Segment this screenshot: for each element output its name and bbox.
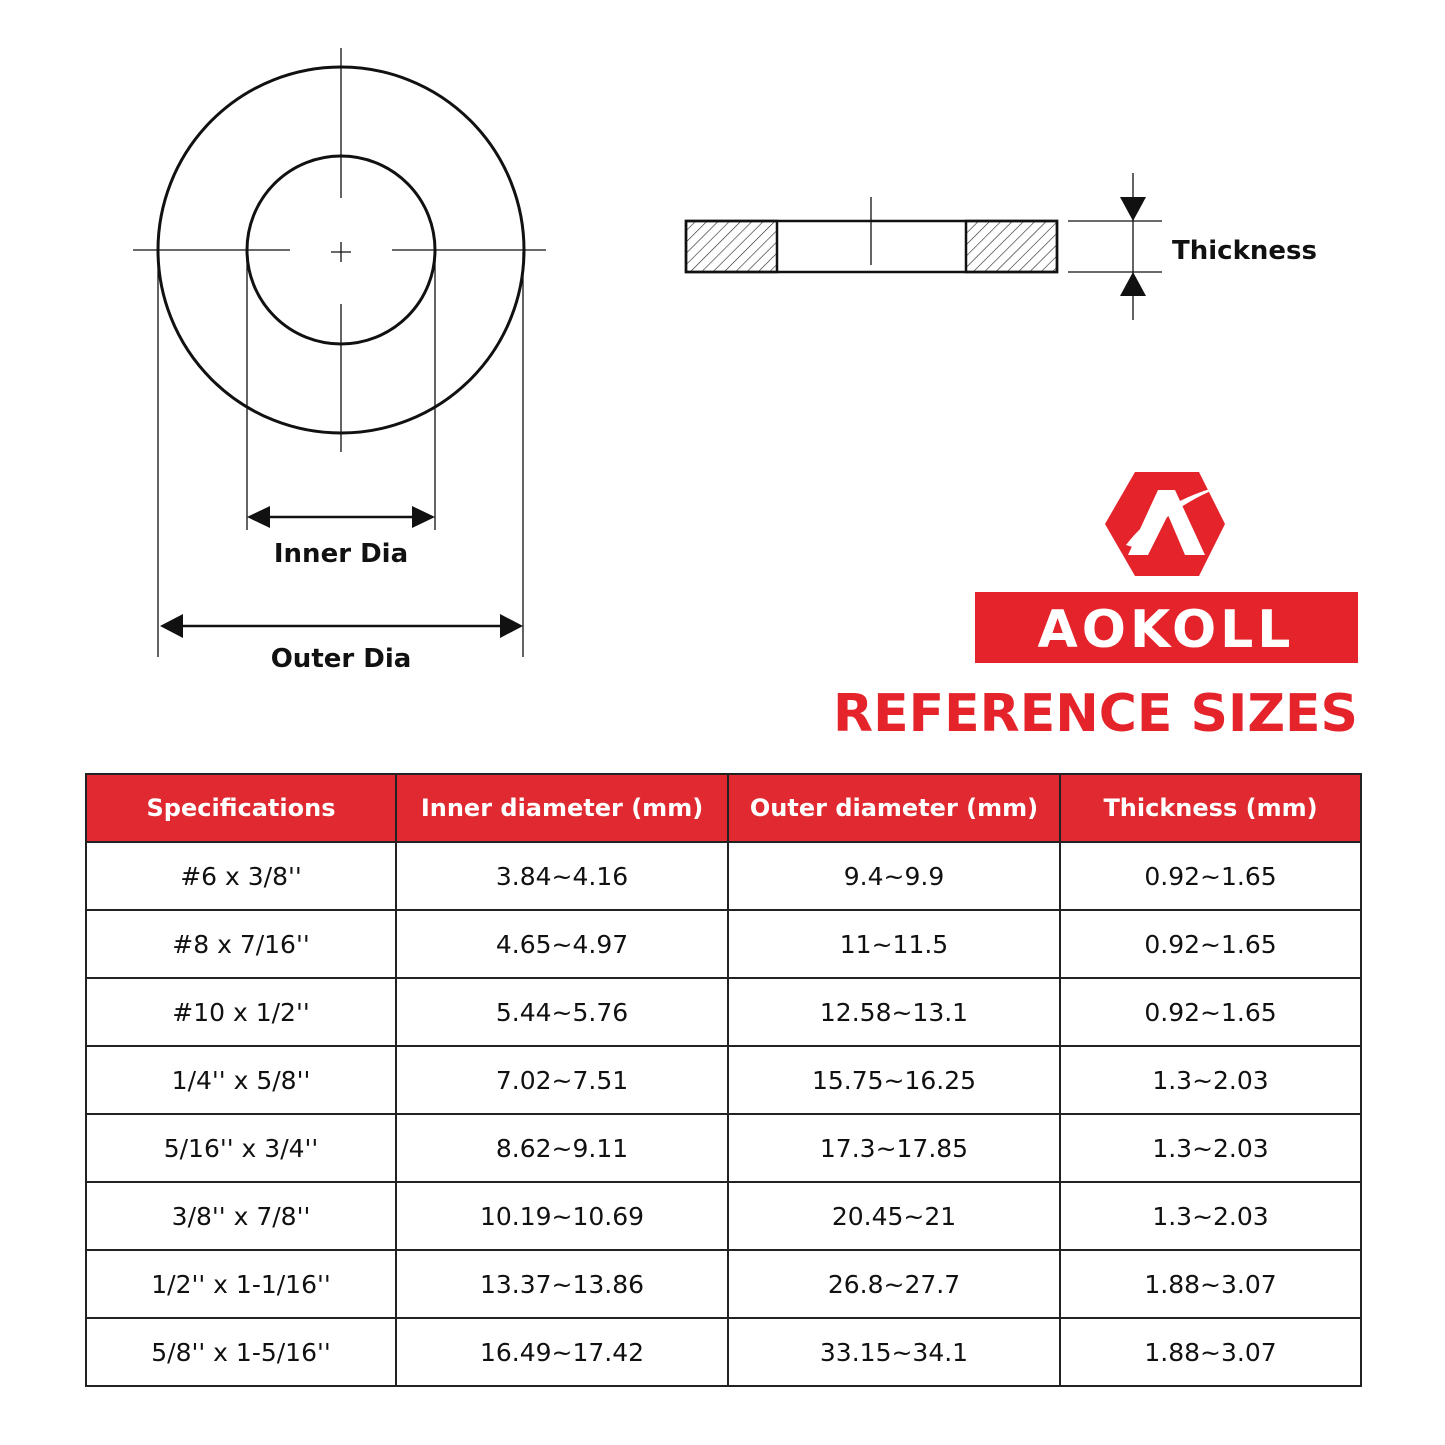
table-row: 5/8'' x 1-5/16'' 16.49~17.42 33.15~34.1 1.8… — [85, 1317, 1362, 1387]
center-lines — [133, 48, 546, 657]
inner-diameter-cell: 7.02~7.51 — [395, 1045, 729, 1115]
header-inner-diameter: Inner diameter (mm) — [395, 773, 729, 843]
inner-diameter-cell: 8.62~9.11 — [395, 1113, 729, 1183]
thickness-cell: 0.92~1.65 — [1059, 909, 1362, 979]
thickness-arrow-up — [1120, 272, 1146, 296]
outer-diameter-cell: 17.3~17.85 — [727, 1113, 1061, 1183]
outer-dia-label: Outer Dia — [271, 644, 412, 674]
inner-diameter-cell: 5.44~5.76 — [395, 977, 729, 1047]
thickness-cell: 1.3~2.03 — [1059, 1113, 1362, 1183]
outer-diameter-cell: 33.15~34.1 — [727, 1317, 1061, 1387]
size-table: Specifications Inner diameter (mm) Outer… — [85, 773, 1362, 1387]
spec-cell: #8 x 7/16'' — [85, 909, 397, 979]
inner-diameter-cell: 4.65~4.97 — [395, 909, 729, 979]
logo-wordmark-box — [975, 592, 1358, 663]
washer-side-view — [684, 173, 1162, 320]
thickness-cell: 1.3~2.03 — [1059, 1045, 1362, 1115]
thickness-arrow-down — [1120, 197, 1146, 221]
outer-diameter-cell: 15.75~16.25 — [727, 1045, 1061, 1115]
thickness-cell: 1.3~2.03 — [1059, 1181, 1362, 1251]
outer-diameter-cell: 20.45~21 — [727, 1181, 1061, 1251]
dimension-arrows — [160, 506, 523, 638]
inner-diameter-cell: 13.37~13.86 — [395, 1249, 729, 1319]
header-outer-diameter: Outer diameter (mm) — [727, 773, 1061, 843]
inner-diameter-cell: 16.49~17.42 — [395, 1317, 729, 1387]
table-row: #10 x 1/2'' 5.44~5.76 12.58~13.1 0.92~1.65 — [85, 977, 1362, 1047]
thickness-cell: 1.88~3.07 — [1059, 1317, 1362, 1387]
table-row: #8 x 7/16'' 4.65~4.97 11~11.5 0.92~1.65 — [85, 909, 1362, 979]
table-row: 1/4'' x 5/8'' 7.02~7.51 15.75~16.25 1.3~2.0… — [85, 1045, 1362, 1115]
table-row: #6 x 3/8'' 3.84~4.16 9.4~9.9 0.92~1.65 — [85, 841, 1362, 911]
inner-diameter-cell: 3.84~4.16 — [395, 841, 729, 911]
header-specifications: Specifications — [85, 773, 397, 843]
outer-diameter-cell: 9.4~9.9 — [727, 841, 1061, 911]
thickness-cell: 1.88~3.07 — [1059, 1249, 1362, 1319]
outer-diameter-cell: 12.58~13.1 — [727, 977, 1061, 1047]
table-header-row: Specifications Inner diameter (mm) Outer… — [85, 773, 1362, 843]
logo-hexagon-icon — [1105, 472, 1225, 576]
spec-cell: 3/8'' x 7/8'' — [85, 1181, 397, 1251]
inner-diameter-cell: 10.19~10.69 — [395, 1181, 729, 1251]
page-title: REFERENCE SIZES — [833, 684, 1358, 744]
outer-diameter-cell: 26.8~27.7 — [727, 1249, 1061, 1319]
brand-name: AOKOLL — [1038, 600, 1295, 660]
header-thickness: Thickness (mm) — [1059, 773, 1362, 843]
washer-top-view — [133, 48, 546, 657]
thickness-label: Thickness — [1172, 236, 1317, 266]
spec-cell: #6 x 3/8'' — [85, 841, 397, 911]
thickness-cell: 0.92~1.65 — [1059, 841, 1362, 911]
table-row: 1/2'' x 1-1/16'' 13.37~13.86 26.8~27.7 1.88… — [85, 1249, 1362, 1319]
spec-cell: 1/2'' x 1-1/16'' — [85, 1249, 397, 1319]
spec-cell: 1/4'' x 5/8'' — [85, 1045, 397, 1115]
spec-cell: 5/8'' x 1-5/16'' — [85, 1317, 397, 1387]
spec-cell: #10 x 1/2'' — [85, 977, 397, 1047]
outer-diameter-cell: 11~11.5 — [727, 909, 1061, 979]
table-row: 5/16'' x 3/4'' 8.62~9.11 17.3~17.85 1.3~2.0… — [85, 1113, 1362, 1183]
spec-cell: 5/16'' x 3/4'' — [85, 1113, 397, 1183]
washer-diagram: Inner Dia Outer Dia Thickness AOKOLL — [133, 48, 1358, 674]
inner-dia-label: Inner Dia — [274, 539, 408, 569]
table-row: 3/8'' x 7/8'' 10.19~10.69 20.45~21 1.3~2.03 — [85, 1181, 1362, 1251]
thickness-cell: 0.92~1.65 — [1059, 977, 1362, 1047]
brand-logo: AOKOLL — [975, 472, 1358, 663]
